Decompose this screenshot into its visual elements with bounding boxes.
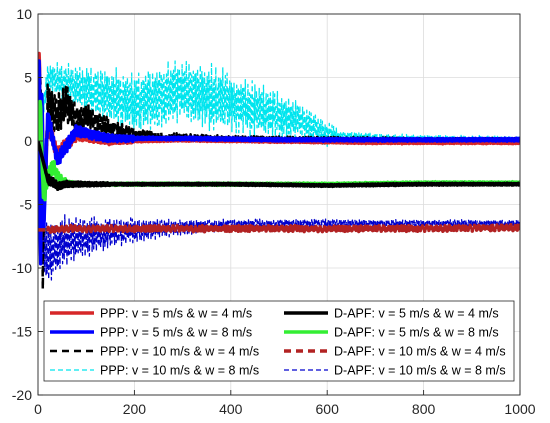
series-line-1 [38, 59, 520, 266]
legend-label: PPP: v = 10 m/s & w = 4 m/s [100, 345, 259, 359]
legend-label: PPP: v = 10 m/s & w = 8 m/s [100, 364, 259, 378]
y-tick-label: -15 [12, 324, 32, 340]
legend-label: PPP: v = 5 m/s & w = 4 m/s [100, 307, 252, 321]
legend-label: D-APF: v = 5 m/s & w = 4 m/s [334, 307, 499, 321]
legend: PPP: v = 5 m/s & w = 4 m/s PPP: v = 5 m/s… [43, 300, 515, 382]
y-tick-label: 10 [16, 6, 32, 22]
x-tick-label: 800 [412, 401, 436, 417]
legend-label: D-APF: v = 10 m/s & w = 4 m/s [334, 345, 506, 359]
x-tick-label: 0 [34, 401, 42, 417]
x-tick-label: 600 [316, 401, 340, 417]
series-layer [38, 51, 520, 291]
y-tick-label: -10 [12, 260, 32, 276]
series-line-4 [38, 140, 520, 192]
x-tick-label: 400 [219, 401, 243, 417]
x-tick-label: 1000 [504, 401, 535, 417]
legend-label: PPP: v = 5 m/s & w = 8 m/s [100, 326, 252, 340]
x-tick-label: 200 [123, 401, 147, 417]
y-tick-label: 5 [24, 70, 32, 86]
legend-label: D-APF: v = 10 m/s & w = 8 m/s [334, 364, 506, 378]
y-tick-label: -5 [20, 197, 33, 213]
y-tick-label: 0 [24, 133, 32, 149]
legend-label: D-APF: v = 5 m/s & w = 8 m/s [334, 326, 499, 340]
y-tick-label: -20 [12, 387, 32, 403]
series-line-6 [38, 223, 520, 235]
axes: 0 200 400 600 800 1000 -20 -15 -10 -5 0 5 10 [12, 6, 536, 417]
legend-box [43, 300, 515, 382]
